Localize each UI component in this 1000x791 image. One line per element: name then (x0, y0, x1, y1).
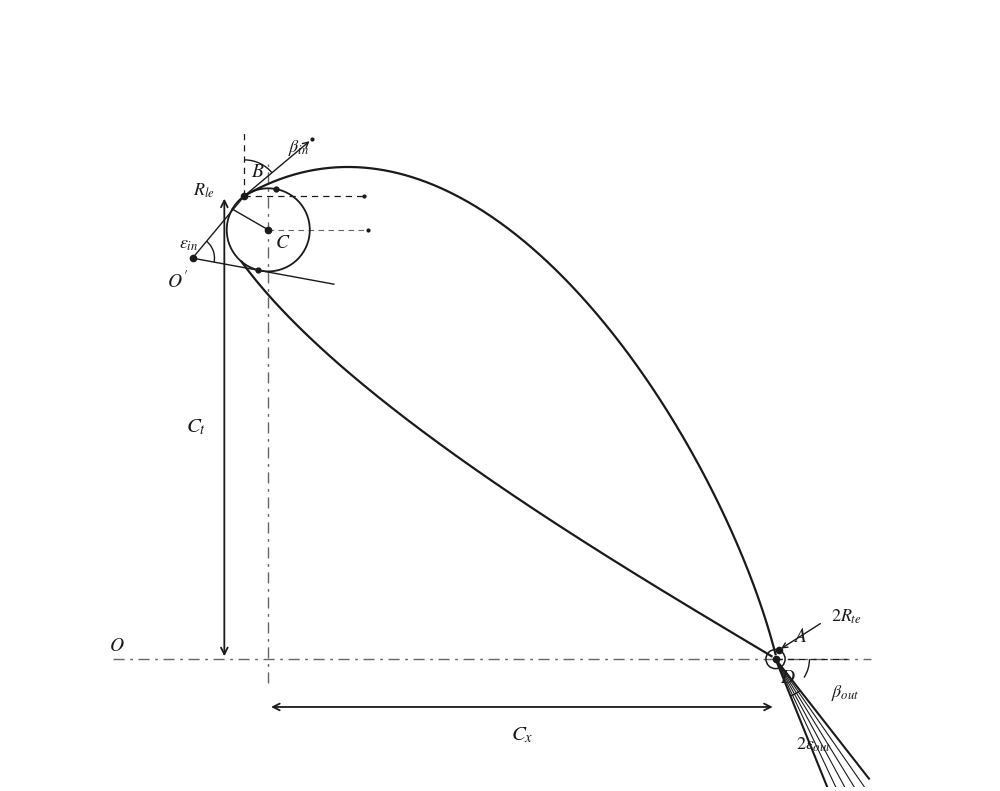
Text: $O'$: $O'$ (167, 270, 189, 292)
Text: $C_x$: $C_x$ (511, 725, 533, 745)
Text: $\beta_{in}$: $\beta_{in}$ (288, 138, 310, 158)
Text: $C$: $C$ (275, 234, 290, 252)
Text: $R_{le}$: $R_{le}$ (193, 181, 215, 199)
Text: $2R_{te}$: $2R_{te}$ (831, 607, 861, 626)
Text: $D$: $D$ (780, 668, 795, 687)
Text: $\beta_{out}$: $\beta_{out}$ (831, 683, 860, 703)
Text: $A$: $A$ (793, 628, 807, 646)
Text: $C_t$: $C_t$ (186, 418, 207, 437)
Text: $\varepsilon_{in}$: $\varepsilon_{in}$ (179, 237, 199, 253)
Text: $2\varepsilon_{out}$: $2\varepsilon_{out}$ (796, 736, 831, 754)
Text: $O$: $O$ (109, 637, 125, 655)
Text: $B$: $B$ (251, 163, 264, 181)
